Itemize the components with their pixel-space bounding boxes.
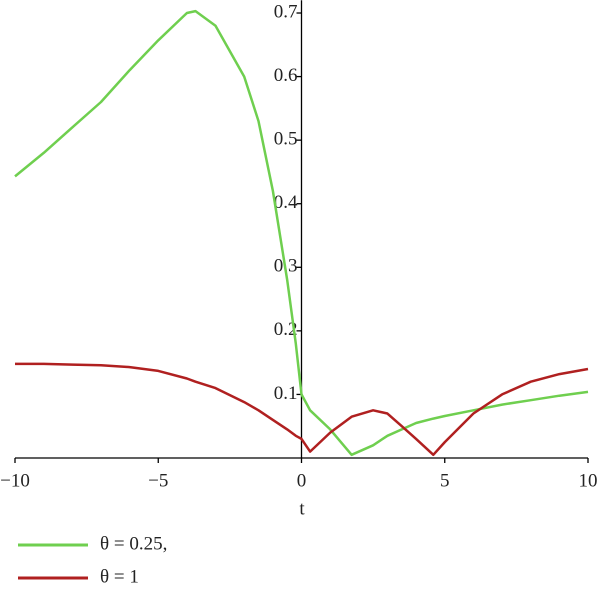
x-tick-label: −10 [0, 470, 30, 491]
y-tick-label: 0.4 [274, 192, 298, 213]
y-tick-label: 0.7 [274, 1, 298, 22]
series-line [15, 362, 589, 457]
x-tick-label: 0 [297, 470, 307, 491]
y-tick-label: 0.5 [274, 129, 298, 150]
y-tick-label: 0.1 [274, 383, 298, 404]
x-tick-label: 5 [440, 470, 450, 491]
x-axis-label: t [299, 498, 305, 519]
legend-label: θ = 1 [100, 566, 139, 587]
y-tick-label: 0.2 [274, 319, 298, 340]
y-tick-label: 0.6 [274, 65, 298, 86]
legend-label: θ = 0.25, [100, 533, 167, 554]
x-tick-label: −5 [148, 470, 168, 491]
x-tick-label: 10 [579, 470, 598, 491]
series-line [14, 9, 589, 457]
